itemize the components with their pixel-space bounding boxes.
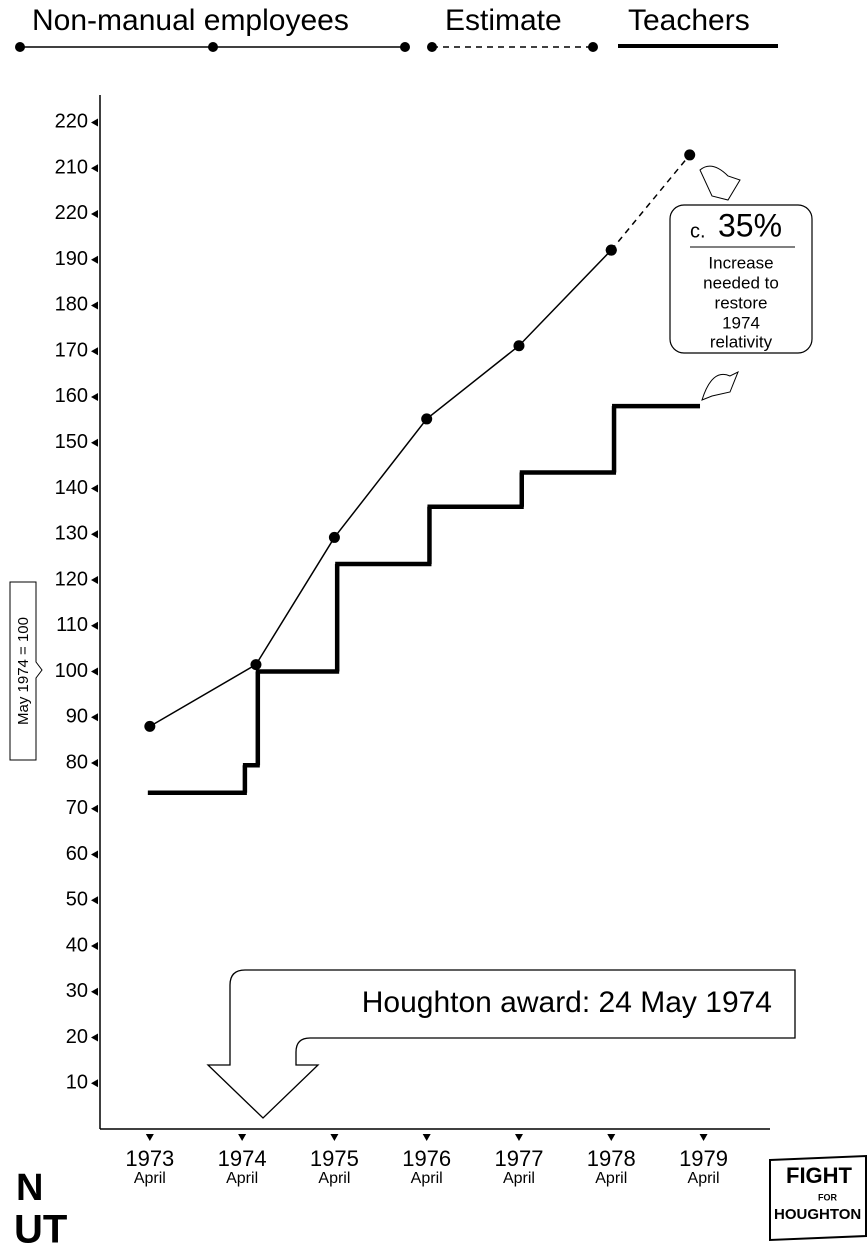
y-tick-label: 50: [66, 889, 88, 911]
y-tick: [91, 530, 98, 538]
y-tick-label: 80: [66, 751, 88, 773]
y-tick-label: 210: [55, 156, 88, 178]
y-tick: [91, 667, 98, 675]
y-note: May 1974 = 100: [10, 582, 42, 760]
callout-line: 1974: [722, 313, 760, 332]
data-point: [606, 245, 617, 256]
y-tick-label: 10: [66, 1072, 88, 1094]
y-tick: [91, 256, 98, 264]
y-tick-label: 110: [56, 614, 88, 636]
y-tick-label: 170: [55, 339, 88, 361]
logo-text: UT: [14, 1208, 67, 1252]
y-tick: [91, 805, 98, 813]
y-note-text: May 1974 = 100: [15, 617, 32, 725]
data-point: [684, 149, 695, 160]
page: {"chart_data": { "type": "line", "xlim":…: [0, 0, 868, 1256]
data-point: [421, 413, 432, 424]
x-tick-label: 1973: [125, 1146, 174, 1171]
y-tick: [91, 118, 98, 126]
x-tick-label: 1975: [310, 1146, 359, 1171]
logo-text: FOR: [818, 1192, 837, 1202]
y-tick: [91, 759, 98, 767]
y-tick-label: 120: [55, 568, 88, 590]
callout-prefix: c.: [690, 220, 706, 242]
y-tick: [91, 988, 98, 996]
callout-line: needed to: [703, 273, 779, 292]
x-tick: [700, 1134, 708, 1141]
y-tick-label: 130: [55, 523, 88, 545]
y-tick-label: 40: [66, 934, 88, 956]
x-tick-label: 1974: [218, 1146, 267, 1171]
y-tick: [91, 713, 98, 721]
data-point: [329, 532, 340, 543]
y-tick-label: 220: [55, 202, 88, 224]
y-tick: [91, 942, 98, 950]
data-point: [250, 659, 261, 670]
y-tick: [91, 622, 98, 630]
y-tick-label: 100: [55, 660, 88, 682]
data-point: [144, 721, 155, 732]
logo-text: N: [16, 1167, 43, 1209]
x-tick: [330, 1134, 338, 1141]
logo-text: FIGHT: [786, 1163, 853, 1188]
y-tick: [91, 896, 98, 904]
x-tick-sublabel: April: [595, 1170, 627, 1187]
x-tick-sublabel: April: [318, 1170, 350, 1187]
y-tick: [91, 576, 98, 584]
y-tick: [91, 393, 98, 401]
annotation: Houghton award: 24 May 1974: [362, 986, 772, 1019]
y-tick-label: 150: [55, 431, 88, 453]
x-tick-label: 1977: [495, 1146, 544, 1171]
x-tick: [423, 1134, 431, 1141]
x-tick-sublabel: April: [134, 1170, 166, 1187]
y-tick-label: 90: [66, 706, 88, 728]
y-tick-label: 140: [55, 477, 88, 499]
callout: c. 35% Increase needed to restore 1974 r…: [670, 166, 812, 400]
data-point: [513, 340, 524, 351]
callout-line: relativity: [710, 332, 773, 351]
logo-text: HOUGHTON: [774, 1206, 861, 1223]
x-tick-sublabel: April: [688, 1170, 720, 1187]
callout-line: restore: [715, 293, 768, 312]
y-tick: [91, 210, 98, 218]
x-tick-sublabel: April: [226, 1170, 258, 1187]
y-tick-label: 60: [66, 843, 88, 865]
y-tick-label: 30: [66, 980, 88, 1002]
annotation-arrow: Houghton award: 24 May 1974: [208, 970, 795, 1118]
callout-figure: 35%: [718, 207, 782, 243]
chart: Non-manual employees Estimate Teachers M…: [0, 0, 868, 1256]
callout-line: Increase: [708, 253, 773, 272]
x-tick-sublabel: April: [503, 1170, 535, 1187]
y-tick-label: 190: [55, 248, 88, 270]
y-tick-label: 220: [55, 111, 88, 133]
x-tick-label: 1978: [587, 1146, 636, 1171]
x-tick-label: 1979: [679, 1146, 728, 1171]
y-tick: [91, 164, 98, 172]
logo-right: FIGHT FOR HOUGHTON: [770, 1156, 866, 1240]
legend-label: Estimate: [445, 4, 562, 37]
x-tick: [238, 1134, 246, 1141]
y-tick-label: 70: [66, 797, 88, 819]
y-tick: [91, 484, 98, 492]
y-tick-label: 20: [66, 1026, 88, 1048]
legend-label: Teachers: [628, 4, 750, 37]
x-tick-label: 1976: [402, 1146, 451, 1171]
y-tick: [91, 1079, 98, 1087]
x-tick: [515, 1134, 523, 1141]
y-tick: [91, 439, 98, 447]
y-tick: [91, 347, 98, 355]
x-tick-sublabel: April: [411, 1170, 443, 1187]
legend-symbols: [15, 42, 778, 52]
y-tick: [91, 850, 98, 858]
legend-label: Non-manual employees: [32, 4, 349, 37]
y-tick: [91, 301, 98, 309]
x-tick: [146, 1134, 154, 1141]
y-tick-label: 160: [55, 385, 88, 407]
x-tick: [607, 1134, 615, 1141]
y-tick: [91, 1033, 98, 1041]
logo-left: N UT: [14, 1167, 67, 1252]
y-tick-label: 180: [55, 294, 88, 316]
series-line: [150, 250, 611, 726]
